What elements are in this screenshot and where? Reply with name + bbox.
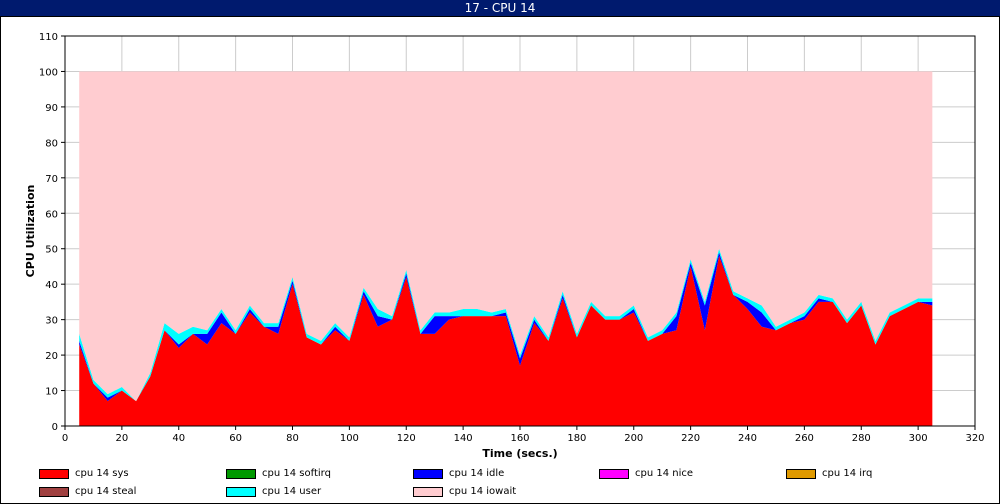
legend-label: cpu 14 sys bbox=[75, 468, 129, 479]
legend-item: cpu 14 sys bbox=[39, 468, 129, 480]
x-tick-label: 100 bbox=[340, 433, 359, 444]
y-axis-label: CPU Utilization bbox=[24, 185, 37, 278]
x-tick-label: 180 bbox=[567, 433, 586, 444]
chart-title: 17 - CPU 14 bbox=[0, 0, 1000, 16]
x-tick-label: 260 bbox=[795, 433, 814, 444]
legend-item: cpu 14 idle bbox=[413, 468, 504, 480]
series-areas bbox=[79, 71, 933, 426]
y-tick-label: 100 bbox=[39, 67, 58, 78]
y-tick-label: 0 bbox=[52, 422, 58, 433]
axes bbox=[61, 35, 976, 430]
x-tick-label: 80 bbox=[286, 433, 299, 444]
x-tick-label: 0 bbox=[62, 433, 68, 444]
legend-swatch bbox=[413, 487, 443, 497]
y-tick-label: 110 bbox=[39, 32, 58, 43]
x-tick-label: 300 bbox=[909, 433, 928, 444]
x-tick-label: 200 bbox=[624, 433, 643, 444]
x-tick-label: 240 bbox=[738, 433, 757, 444]
x-tick-label: 160 bbox=[510, 433, 529, 444]
legend-swatch bbox=[599, 469, 629, 479]
legend-item: cpu 14 nice bbox=[599, 468, 693, 480]
legend-label: cpu 14 nice bbox=[635, 468, 694, 479]
series-area-cpu-14-sys bbox=[79, 255, 933, 426]
y-tick-label: 70 bbox=[45, 174, 58, 185]
legend-label: cpu 14 softirq bbox=[262, 468, 331, 479]
series-area-cpu-14-idle bbox=[79, 252, 933, 402]
legend-swatch bbox=[786, 469, 816, 479]
legend-label: cpu 14 iowait bbox=[449, 486, 517, 497]
tick-labels: 0 20 40 60 80 100 120 140 160 180 200 220 240 260 280 3… bbox=[39, 32, 985, 444]
legend-label: cpu 14 user bbox=[262, 486, 322, 497]
x-tick-label: 320 bbox=[965, 433, 984, 444]
x-tick-label: 120 bbox=[397, 433, 416, 444]
series-area-cpu-14-iowait bbox=[79, 71, 933, 402]
legend-item: cpu 14 softirq bbox=[226, 468, 331, 480]
legend-item: cpu 14 iowait bbox=[413, 486, 516, 498]
y-tick-label: 40 bbox=[45, 280, 58, 291]
x-tick-label: 40 bbox=[172, 433, 185, 444]
y-tick-label: 20 bbox=[45, 351, 58, 362]
chart-frame: 0 20 40 60 80 100 120 140 160 180 200 220 240 260 280 3… bbox=[0, 16, 1000, 504]
legend-swatch bbox=[39, 469, 69, 479]
x-tick-label: 20 bbox=[116, 433, 129, 444]
legend-item: cpu 14 steal bbox=[39, 486, 136, 498]
legend-swatch bbox=[413, 469, 443, 479]
x-tick-label: 140 bbox=[454, 433, 473, 444]
x-tick-label: 280 bbox=[852, 433, 871, 444]
y-tick-label: 80 bbox=[45, 138, 58, 149]
chart-canvas: 0 20 40 60 80 100 120 140 160 180 200 220 240 260 280 3… bbox=[24, 32, 985, 460]
legend-label: cpu 14 irq bbox=[822, 468, 873, 479]
y-tick-label: 60 bbox=[45, 209, 58, 220]
legend-swatch bbox=[226, 469, 256, 479]
y-tick-label: 10 bbox=[45, 387, 58, 398]
legend-label: cpu 14 steal bbox=[75, 486, 137, 497]
x-tick-label: 220 bbox=[681, 433, 700, 444]
legend-swatch bbox=[39, 487, 69, 497]
x-tick-label: 60 bbox=[229, 433, 242, 444]
legend-item: cpu 14 irq bbox=[786, 468, 872, 480]
y-tick-label: 50 bbox=[45, 245, 58, 256]
x-axis-label: Time (secs.) bbox=[482, 447, 557, 460]
y-tick-label: 90 bbox=[45, 103, 58, 114]
y-tick-label: 30 bbox=[45, 316, 58, 327]
legend-label: cpu 14 idle bbox=[449, 468, 505, 479]
legend-swatch bbox=[226, 487, 256, 497]
legend-item: cpu 14 user bbox=[226, 486, 321, 498]
